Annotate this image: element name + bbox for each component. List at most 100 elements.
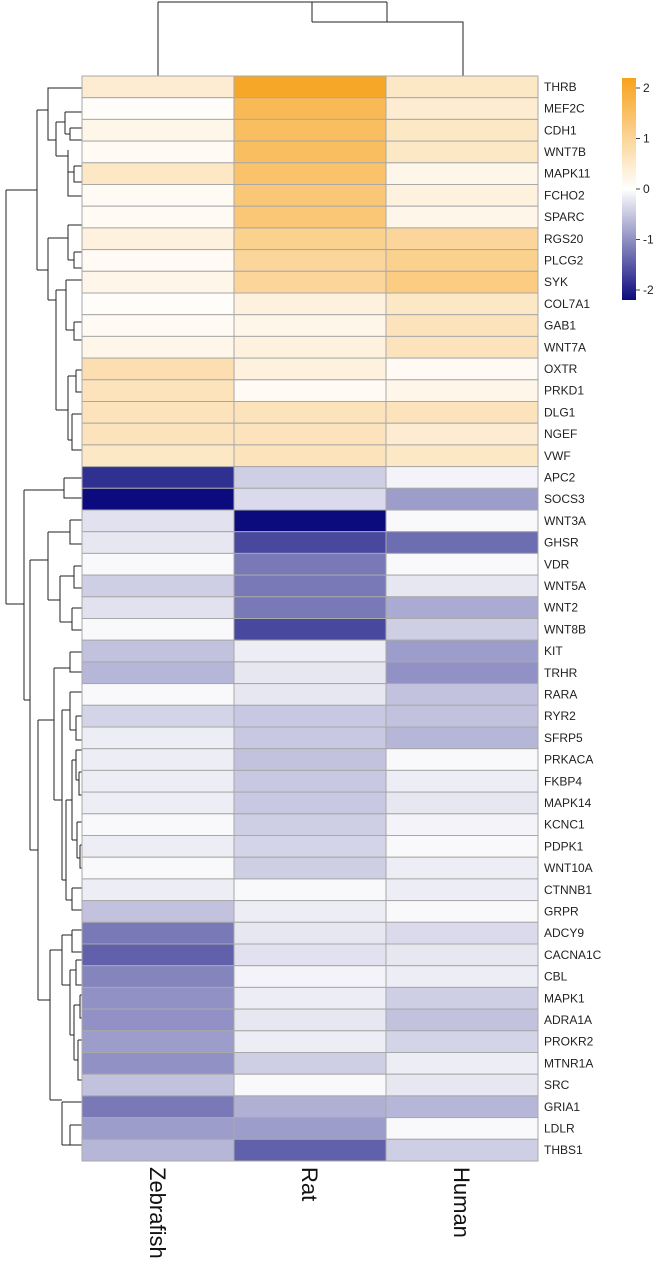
heatmap-cell-fkbp4-zebrafish <box>81 769 235 793</box>
heatmap-cell-adra1a-rat <box>233 1008 387 1032</box>
heatmap-cell-cacna1c-rat <box>233 943 387 967</box>
heatmap-cell-mapk14-human <box>385 791 539 815</box>
row-label: WNT10A <box>544 861 593 875</box>
row-label: RYR2 <box>544 709 576 723</box>
heatmap-cell-wnt7a-human <box>385 335 539 359</box>
heatmap-cell-wnt5a-human <box>385 574 539 598</box>
column-labels: Zebrafish Rat Human <box>145 1167 474 1259</box>
heatmap-cell-mapk1-human <box>385 986 539 1010</box>
heatmap-cell-rgs20-human <box>385 227 539 251</box>
row-label: TRHR <box>544 666 578 680</box>
heatmap-cell-wnt3a-human <box>385 509 539 533</box>
row-label: GRIA1 <box>544 1100 580 1114</box>
heatmap-cell-ctnnb1-zebrafish <box>81 878 235 902</box>
heatmap-cell-mapk1-zebrafish <box>81 986 235 1010</box>
row-label: CTNNB1 <box>544 883 592 897</box>
heatmap-cell-socs3-zebrafish <box>81 487 235 511</box>
heatmap-cell-dlg1-zebrafish <box>81 401 235 424</box>
heatmap-cell-fcho2-human <box>385 184 539 207</box>
row-label: VDR <box>544 557 570 571</box>
heatmap-cell-vwf-zebrafish <box>81 444 235 468</box>
row-label: WNT8B <box>544 622 586 636</box>
row-label: SYK <box>544 275 568 289</box>
heatmap-cell-cbl-rat <box>233 965 387 988</box>
heatmap-cell-prkaca-rat <box>233 748 387 771</box>
heatmap-cell-sparc-zebrafish <box>81 205 235 229</box>
row-label: NGEF <box>544 427 577 441</box>
heatmap-cell-mtnr1a-zebrafish <box>81 1052 235 1075</box>
heatmap-cell-cdh1-zebrafish <box>81 118 235 142</box>
heatmap-cell-grpr-human <box>385 900 539 923</box>
heatmap-cell-wnt7b-zebrafish <box>81 140 235 164</box>
row-label: CBL <box>544 970 568 984</box>
legend-tick-label: -2 <box>643 283 654 297</box>
heatmap-cell-prkd1-zebrafish <box>81 379 235 402</box>
row-label: SRC <box>544 1078 570 1092</box>
heatmap-cell-mapk14-zebrafish <box>81 791 235 815</box>
heatmap-cell-trhr-rat <box>233 661 387 685</box>
heatmap-cell-ghsr-zebrafish <box>81 531 235 554</box>
heatmap-cell-vwf-human <box>385 444 539 468</box>
column-label-human: Human <box>449 1167 474 1238</box>
heatmap-cell-plcg2-zebrafish <box>81 249 235 272</box>
heatmap-cell-mapk11-human <box>385 162 539 186</box>
column-dendrogram <box>157 1 464 76</box>
heatmap-cell-fcho2-rat <box>233 184 387 207</box>
heatmap-cell-wnt8b-human <box>385 618 539 641</box>
heatmap-cell-grpr-zebrafish <box>81 900 235 923</box>
heatmap-cell-fcho2-zebrafish <box>81 184 235 207</box>
heatmap-cell-src-rat <box>233 1073 387 1097</box>
heatmap-cell-mapk11-zebrafish <box>81 162 235 186</box>
heatmap-cell-syk-rat <box>233 270 387 294</box>
heatmap-cell-ldlr-rat <box>233 1117 387 1140</box>
heatmap-cell-syk-zebrafish <box>81 270 235 294</box>
heatmap-cell-socs3-rat <box>233 487 387 511</box>
column-label-zebrafish: Zebrafish <box>145 1167 170 1259</box>
heatmap-cell-gab1-human <box>385 314 539 337</box>
row-label: WNT7A <box>544 340 586 354</box>
heatmap-cell-adcy9-rat <box>233 921 387 945</box>
row-label: KCNC1 <box>544 818 585 832</box>
heatmap-cell-grpr-rat <box>233 900 387 923</box>
heatmap-cell-mtnr1a-human <box>385 1052 539 1075</box>
heatmap-cell-ryr2-zebrafish <box>81 704 235 728</box>
heatmap-cell-ngef-human <box>385 422 539 446</box>
row-label: MAPK11 <box>544 167 591 181</box>
heatmap-cell-wnt5a-rat <box>233 574 387 598</box>
heatmap-cell-cdh1-rat <box>233 118 387 142</box>
row-label: GHSR <box>544 536 579 550</box>
row-label: CDH1 <box>544 123 577 137</box>
row-label: RARA <box>544 687 577 701</box>
row-label: COL7A1 <box>544 297 590 311</box>
heatmap-cell-sparc-human <box>385 205 539 229</box>
heatmap-cells <box>81 75 539 1162</box>
row-label: THRB <box>544 80 577 94</box>
row-label: WNT3A <box>544 514 586 528</box>
heatmap-cell-apc2-rat <box>233 466 387 489</box>
heatmap-cell-plcg2-human <box>385 249 539 272</box>
heatmap-cell-cdh1-human <box>385 118 539 142</box>
heatmap-cell-apc2-human <box>385 466 539 489</box>
heatmap-cell-rara-human <box>385 683 539 706</box>
row-label: RGS20 <box>544 232 584 246</box>
heatmap-cell-gria1-human <box>385 1095 539 1119</box>
legend-tick-label: 2 <box>643 81 650 95</box>
heatmap-cell-wnt5a-zebrafish <box>81 574 235 598</box>
row-label: THBS1 <box>544 1143 583 1157</box>
heatmap-cell-adcy9-zebrafish <box>81 921 235 945</box>
heatmap-cell-sparc-rat <box>233 205 387 229</box>
row-dendrogram <box>5 87 82 1146</box>
heatmap-cell-prkaca-zebrafish <box>81 748 235 771</box>
heatmap-cell-dlg1-human <box>385 401 539 424</box>
legend-colorbar <box>622 78 636 300</box>
heatmap-cell-prokr2-zebrafish <box>81 1030 235 1054</box>
heatmap-cell-wnt2-human <box>385 596 539 619</box>
heatmap-cell-sfrp5-zebrafish <box>81 726 235 750</box>
row-label: VWF <box>544 449 571 463</box>
heatmap-cell-vdr-rat <box>233 552 387 576</box>
legend-ticks: 2 1 0 -1 -2 <box>636 81 654 297</box>
heatmap-cell-gria1-zebrafish <box>81 1095 235 1119</box>
heatmap-cell-thrb-human <box>385 75 539 99</box>
heatmap-cell-trhr-human <box>385 661 539 685</box>
heatmap-cell-thbs1-zebrafish <box>81 1138 235 1162</box>
